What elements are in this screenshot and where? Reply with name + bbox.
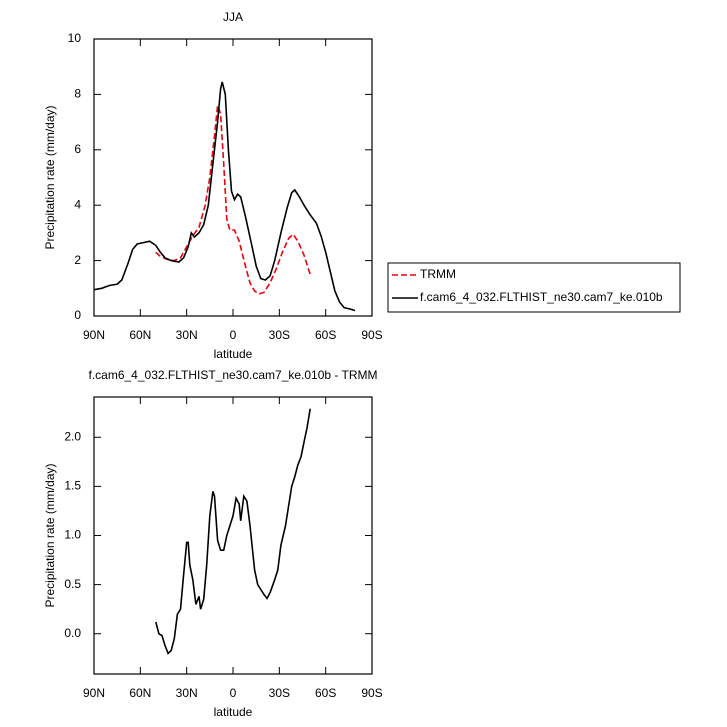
legend-label: TRMM bbox=[420, 267, 456, 281]
y-tick-label: 2.0 bbox=[64, 429, 81, 443]
x-tick-label: 60S bbox=[315, 686, 336, 700]
y-tick-label: 0.5 bbox=[64, 577, 81, 591]
x-tick-label: 60S bbox=[315, 328, 336, 342]
y-tick-label: 6 bbox=[74, 142, 81, 156]
x-tick-label: 60N bbox=[129, 686, 151, 700]
series-line bbox=[93, 81, 356, 312]
chart-title: f.cam6_4_032.FLTHIST_ne30.cam7_ke.010b -… bbox=[88, 368, 377, 382]
y-tick-label: 10 bbox=[68, 31, 82, 45]
legend-box bbox=[387, 262, 681, 313]
x-axis-label: latitude bbox=[214, 705, 253, 719]
x-tick-label: 30N bbox=[176, 328, 198, 342]
y-tick-label: 8 bbox=[74, 87, 81, 101]
x-tick-label: 90N bbox=[83, 686, 105, 700]
x-tick-label: 90N bbox=[83, 328, 105, 342]
y-tick-label: 1.0 bbox=[64, 528, 81, 542]
x-tick-label: 60N bbox=[129, 328, 151, 342]
x-tick-label: 90S bbox=[361, 686, 382, 700]
y-tick-label: 0 bbox=[74, 308, 81, 322]
y-axis-label: Precipitation rate (mm/day) bbox=[43, 463, 57, 607]
plot-frame bbox=[93, 396, 373, 675]
x-tick-label: 30N bbox=[176, 686, 198, 700]
y-tick-label: 0.0 bbox=[64, 626, 81, 640]
y-tick-label: 1.5 bbox=[64, 479, 81, 493]
x-axis-label: latitude bbox=[214, 347, 253, 361]
x-tick-label: 30S bbox=[269, 328, 290, 342]
series-line bbox=[155, 105, 311, 295]
plot-frame bbox=[93, 38, 373, 317]
chart-title: JJA bbox=[223, 10, 243, 24]
x-tick-label: 30S bbox=[269, 686, 290, 700]
x-tick-label: 0 bbox=[230, 328, 237, 342]
y-tick-label: 4 bbox=[74, 197, 81, 211]
x-tick-label: 0 bbox=[230, 686, 237, 700]
series-line bbox=[155, 408, 311, 655]
y-tick-label: 2 bbox=[74, 253, 81, 267]
x-tick-label: 90S bbox=[361, 328, 382, 342]
y-axis-label: Precipitation rate (mm/day) bbox=[43, 105, 57, 249]
legend-label: f.cam6_4_032.FLTHIST_ne30.cam7_ke.010b bbox=[420, 290, 663, 304]
